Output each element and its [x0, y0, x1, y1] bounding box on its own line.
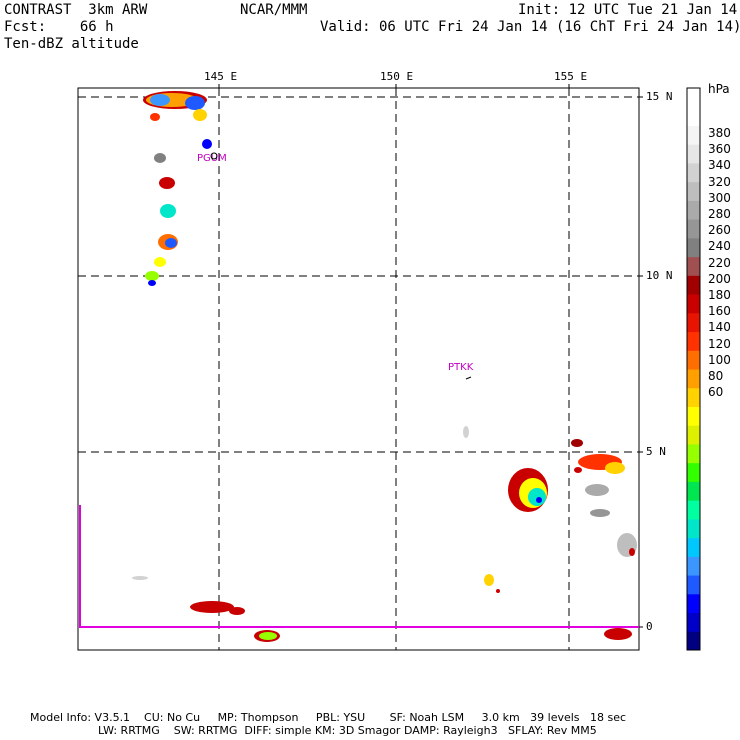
colorbar-swatch — [687, 350, 700, 370]
tick-marks — [218, 84, 643, 628]
colorbar-swatch — [687, 219, 700, 239]
colorbar-swatch — [687, 256, 700, 276]
lat-label-10n: 10 N — [646, 269, 673, 282]
colorbar-swatch — [687, 518, 700, 539]
colorbar-tick-label: 120 — [708, 336, 731, 351]
colorbar-swatch — [687, 331, 700, 351]
lon-label-150e: 150 E — [380, 70, 414, 83]
colorbar-tick-label: 220 — [708, 255, 731, 270]
colorbar-swatch — [687, 556, 700, 576]
valid-time: Valid: 06 UTC Fri 24 Jan 14 (16 ChT Fri … — [320, 19, 740, 35]
colorbar-swatch — [687, 125, 700, 145]
graticule — [78, 88, 639, 650]
lat-label-15n: 15 N — [646, 90, 673, 103]
colorbar-frame — [686, 87, 701, 651]
model-info-line2: LW: RRTMG SW: RRTMG DIFF: simple KM: 3D … — [98, 724, 597, 737]
colorbar-swatch — [687, 612, 700, 632]
colorbar-swatch — [687, 481, 700, 501]
colorbar-swatch — [687, 575, 700, 595]
lat-label-5n: 5 N — [646, 445, 666, 458]
reflectivity-cells — [132, 91, 637, 642]
domain-boundary — [79, 505, 639, 628]
colorbar-swatch — [687, 144, 700, 164]
model-title: CONTRAST 3km ARW — [4, 2, 148, 18]
lon-label-145e: 145 E — [204, 70, 238, 83]
colorbar-swatch — [687, 500, 700, 520]
colorbar-tick-label: 240 — [708, 239, 731, 254]
center-label: NCAR/MMM — [240, 2, 308, 18]
lon-label-155e: 155 E — [554, 70, 588, 83]
colorbar-tick-label: 160 — [708, 304, 731, 319]
colorbar-swatch — [687, 181, 700, 201]
colorbar-swatch — [687, 88, 700, 108]
colorbar-tick-label: 360 — [708, 142, 731, 157]
colorbar-swatch — [687, 443, 700, 464]
colorbar-tick-label: 200 — [708, 271, 731, 286]
colorbar-tick-label: 80 — [708, 369, 724, 383]
lat-label-0: 0 — [646, 620, 653, 633]
colorbar-swatch — [687, 200, 700, 220]
colorbar-tick-label: 340 — [708, 158, 731, 173]
colorbar-unit: hPa — [708, 82, 730, 96]
field-name: Ten-dBZ altitude — [4, 36, 139, 52]
init-time: Init: 12 UTC Tue 21 Jan 14 — [518, 2, 738, 18]
colorbar-tick-label: 100 — [708, 352, 731, 367]
colorbar-swatch — [687, 593, 700, 614]
colorbar-swatch — [687, 425, 700, 445]
cell-cluster-north — [143, 91, 212, 286]
station-markers: PGUM PTKK — [197, 152, 474, 380]
colorbar-swatch — [687, 312, 700, 333]
colorbar-swatch — [687, 537, 700, 557]
colorbar-tick-label: 280 — [708, 207, 731, 221]
colorbar — [686, 87, 701, 651]
colorbar-swatch — [687, 294, 700, 314]
map-frame — [77, 87, 640, 651]
cell-cluster-southwest — [132, 576, 632, 642]
cell-cluster-southeast — [463, 426, 637, 593]
forecast-hour: Fcst: 66 h — [4, 19, 114, 35]
colorbar-tick-label: 60 — [708, 385, 724, 400]
station-ptkk-symbol — [465, 376, 472, 380]
station-ptkk-label: PTKK — [448, 362, 474, 373]
colorbar-tick-label: 140 — [708, 320, 731, 335]
colorbar-swatch — [687, 406, 700, 426]
colorbar-tick-label: 300 — [708, 190, 731, 205]
station-pgum-symbol — [210, 152, 218, 160]
colorbar-swatch — [687, 162, 700, 183]
colorbar-tick-label: 380 — [708, 126, 731, 140]
colorbar-tick-label: 260 — [708, 223, 731, 238]
colorbar-swatch — [687, 462, 700, 482]
model-info-line1: Model Info: V3.5.1 CU: No Cu MP: Thompso… — [30, 711, 627, 724]
colorbar-tick-label: 180 — [708, 288, 731, 302]
colorbar-swatch — [687, 387, 700, 407]
colorbar-swatch — [687, 275, 700, 295]
colorbar-swatch — [687, 106, 700, 126]
colorbar-swatch — [687, 237, 700, 258]
colorbar-swatch — [687, 631, 700, 651]
colorbar-swatch — [687, 369, 700, 389]
colorbar-tick-label: 320 — [708, 174, 731, 189]
